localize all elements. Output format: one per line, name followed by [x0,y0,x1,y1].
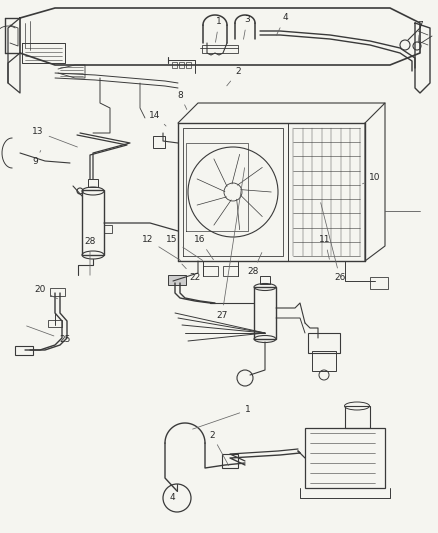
Bar [104,225,112,233]
Text: 14: 14 [149,110,166,126]
Text: 15: 15 [166,236,203,261]
Text: 7: 7 [417,20,423,42]
Text: 16: 16 [194,236,213,260]
Text: 20: 20 [34,286,57,299]
Bar [179,62,184,68]
Text: 4: 4 [276,13,288,36]
Text: 4: 4 [169,488,177,503]
Bar [254,287,276,339]
Bar [308,333,340,353]
Text: 13: 13 [32,127,78,147]
Text: 1: 1 [215,18,222,42]
Bar [222,454,238,468]
Bar [82,190,104,255]
Text: 3: 3 [244,15,250,39]
Bar [305,428,385,488]
Bar [186,62,191,68]
Text: 25: 25 [27,326,71,344]
Text: 12: 12 [142,236,180,261]
Bar [203,266,218,276]
Bar [48,320,62,327]
Text: 28: 28 [84,238,95,275]
Bar [172,62,177,68]
Text: 26: 26 [321,203,346,282]
Bar [153,136,165,148]
Text: 1: 1 [193,406,251,429]
Text: 8: 8 [177,91,187,109]
Bar [312,351,336,371]
Text: 28: 28 [247,253,262,277]
Text: 9: 9 [32,150,41,166]
Text: 10: 10 [363,174,381,184]
Text: 2: 2 [209,431,229,465]
Bar [202,45,238,53]
Bar [260,276,270,284]
Text: 2: 2 [227,68,241,86]
Text: 27: 27 [216,168,244,319]
Bar [50,288,65,296]
Bar [370,277,388,289]
Bar [345,406,370,428]
Text: 11: 11 [319,236,331,259]
Bar [168,275,186,285]
Bar [223,266,238,276]
Bar [88,179,98,187]
Text: 22: 22 [182,264,201,282]
Bar [15,346,33,355]
